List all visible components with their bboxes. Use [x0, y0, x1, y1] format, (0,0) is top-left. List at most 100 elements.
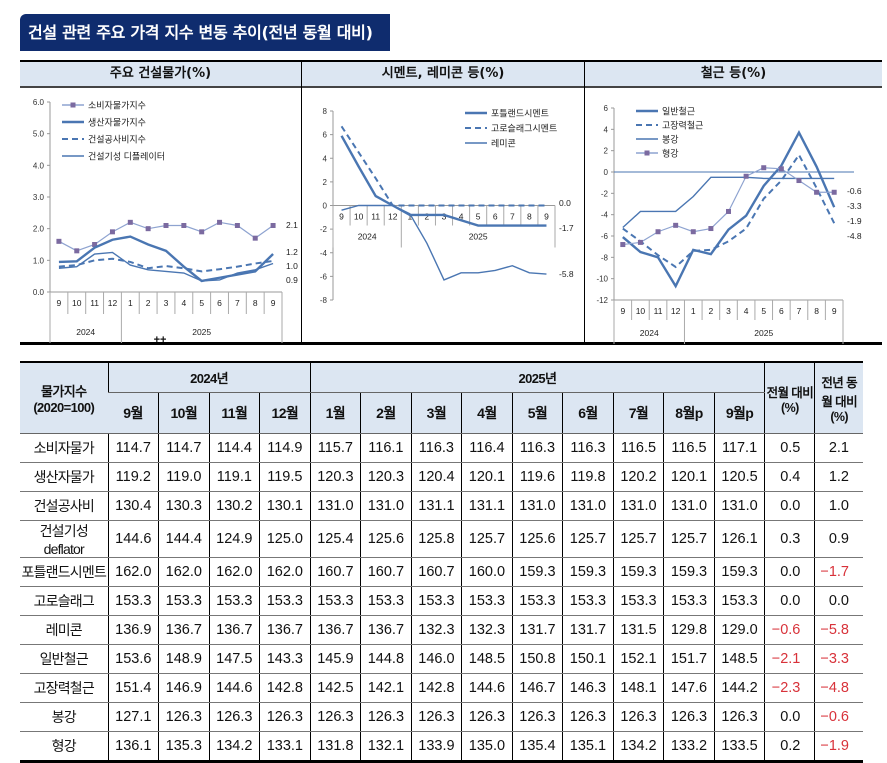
index-value: 136.1 [107, 731, 159, 762]
legend-marker [70, 102, 76, 108]
table-row: 건설공사비 130.4 130.3 130.2 130.1 131.0 131.0 131.1… [20, 491, 863, 521]
mom-header: 전월 대비(%) [764, 362, 815, 434]
x-tick-label: 5 [199, 298, 204, 308]
yoy-change: −3.3 [814, 644, 863, 674]
chart-panel-construction-prices: 주요 건설물가(%) 0.0 1.0 2.0 3.0 4.0 5.0 6.0 9 10 11 12 1… [20, 62, 302, 344]
end-value-label: -5.8 [559, 269, 574, 279]
index-value: 160.0 [461, 557, 513, 587]
index-value: 131.0 [511, 491, 563, 521]
row-label: 고로슬래그 [20, 586, 109, 616]
series-line-1 [340, 125, 547, 207]
x-tick-label: 10 [354, 212, 364, 222]
index-value: 133.5 [713, 731, 765, 762]
table-header-years: 물가지수 (2020=100) 2024년 2025년 전월 대비(%) 전년 동… [20, 362, 863, 434]
row-label: 소비자물가 [20, 433, 109, 463]
x-tick-label: 4 [181, 298, 186, 308]
x-tick-label: 4 [744, 306, 749, 316]
y-tick-label: 6.0 [33, 98, 45, 107]
index-value: 145.9 [309, 644, 361, 674]
data-point [270, 223, 276, 228]
index-value: 126.3 [360, 702, 412, 732]
index-value: 131.0 [663, 491, 715, 521]
series-line-1 [58, 235, 274, 283]
y-tick-label: -4 [320, 249, 328, 258]
month-header: 2월 [360, 392, 412, 434]
y-tick-label: -12 [596, 296, 608, 305]
table-row: 형강 136.1 135.3 134.2 133.1 131.8 132.1 133.9 135… [20, 731, 863, 762]
chart-title: 철근 등(%) [585, 62, 882, 88]
index-value: 153.3 [309, 586, 361, 616]
index-value: 119.2 [107, 462, 159, 492]
row-label: 생산자물가 [20, 462, 109, 492]
yoy-header: 전년 동월 대비(%) [814, 362, 863, 434]
yoy-change: 2.1 [814, 433, 863, 463]
yoy-change: 1.2 [814, 462, 863, 492]
year-2025-header: 2025년 [309, 362, 765, 393]
y-tick-label: 0 [604, 168, 609, 177]
series-line-2 [58, 257, 274, 273]
x-tick-label: 9 [544, 212, 549, 222]
y-tick-label: 0.0 [33, 288, 45, 297]
data-point [145, 226, 151, 232]
mom-change: 0.5 [764, 433, 815, 463]
data-point [127, 219, 133, 225]
index-value: 148.5 [461, 644, 513, 674]
end-value-label: -0.6 [847, 186, 862, 196]
index-value: 119.0 [158, 462, 210, 492]
index-value: 131.0 [562, 491, 614, 521]
index-value: 129.0 [713, 615, 765, 645]
corner-header: 물가지수 (2020=100) [20, 362, 109, 434]
x-tick-label: 12 [388, 212, 398, 222]
x-tick-label: 1 [691, 306, 696, 316]
index-value: 125.6 [360, 520, 412, 558]
index-value: 119.6 [511, 462, 563, 492]
y-tick-label: -8 [320, 296, 328, 305]
table-row: 생산자물가 119.2 119.0 119.1 119.5 120.3 120.3 120.4… [20, 462, 863, 492]
end-value-label: -1.9 [847, 216, 862, 226]
legend-label: 형강 [662, 149, 679, 159]
index-value: 114.7 [107, 433, 159, 463]
end-value-label: -4.8 [847, 231, 862, 241]
data-point [637, 239, 643, 245]
index-value: 126.3 [158, 702, 210, 732]
x-tick-label: 5 [761, 306, 766, 316]
index-value: 125.4 [309, 520, 361, 558]
x-tick-label: 6 [779, 306, 784, 316]
index-value: 135.0 [461, 731, 513, 762]
x-tick-label: 10 [636, 306, 646, 316]
legend-label: 소비자물가지수 [88, 101, 146, 111]
index-value: 146.0 [410, 644, 462, 674]
index-value: 148.5 [713, 644, 765, 674]
table-row: 포틀랜드시멘트 162.0 162.0 162.0 162.0 160.7 160.7 160… [20, 557, 863, 587]
index-value: 120.3 [360, 462, 412, 492]
index-value: 131.1 [461, 491, 513, 521]
table-row: 고로슬래그 153.3 153.3 153.3 153.3 153.3 153.3 153.3… [20, 586, 863, 616]
index-value: 126.3 [663, 702, 715, 732]
index-value: 120.2 [612, 462, 664, 492]
index-value: 120.1 [461, 462, 513, 492]
index-value: 144.6 [107, 520, 159, 558]
x-tick-label: 6 [217, 298, 222, 308]
y-tick-label: 4 [604, 125, 609, 134]
month-header: 1월 [309, 392, 361, 434]
data-point [109, 229, 115, 235]
data-point [252, 235, 258, 241]
index-value: 119.1 [208, 462, 260, 492]
index-value: 120.5 [713, 462, 765, 492]
index-value: 126.3 [208, 702, 260, 732]
index-value: 135.4 [511, 731, 563, 762]
row-label: 봉강 [20, 702, 109, 732]
yoy-change: −5.8 [814, 615, 863, 645]
data-point [778, 166, 784, 172]
x-tick-label: 6 [493, 212, 498, 222]
chart-title: 주요 건설물가(%) [20, 62, 301, 88]
price-index-table: 물가지수 (2020=100) 2024년 2025년 전월 대비(%) 전년 동… [20, 361, 863, 763]
year-label: 2024 [640, 328, 659, 338]
mom-change: −2.1 [764, 644, 815, 674]
index-value: 136.7 [158, 615, 210, 645]
index-value: 116.3 [562, 433, 614, 463]
chart-title: 시멘트, 레미콘 등(%) [302, 62, 584, 88]
y-tick-label: 2 [323, 178, 328, 187]
index-value: 159.3 [713, 557, 765, 587]
series-line-1 [622, 153, 836, 269]
